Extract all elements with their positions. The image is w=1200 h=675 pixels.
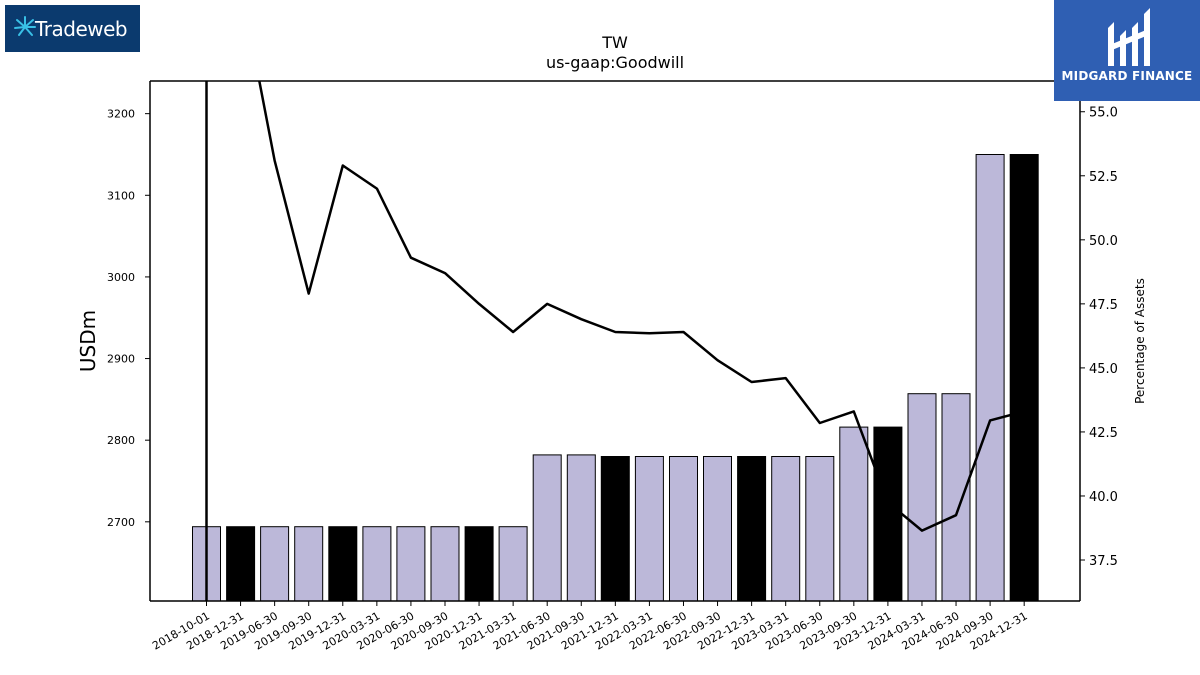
bar-2021-12-31 — [600, 456, 630, 602]
y-tick-label: 2700 — [107, 516, 135, 529]
starburst-icon — [14, 16, 36, 36]
y-tick-label: 2900 — [107, 353, 135, 366]
bar-2024-03-31 — [907, 393, 937, 602]
y2-tick-label: 52.5 — [1089, 170, 1118, 185]
bar-2020-12-31 — [464, 526, 494, 602]
bar-2023-03-31 — [771, 456, 801, 602]
midgard-finance-logo: MIDGARD FINANCE — [1054, 0, 1200, 101]
tradeweb-logo: Tradeweb — [5, 5, 140, 52]
percentage-line — [258, 81, 1025, 532]
y2-tick-label: 45.0 — [1089, 362, 1118, 377]
chart-title: TW — [601, 33, 628, 52]
bar-2021-06-30 — [532, 454, 562, 602]
y-tick-label: 3000 — [107, 271, 135, 284]
bar-2021-03-31 — [498, 526, 528, 602]
bar-2024-06-30 — [941, 393, 971, 602]
tradeweb-logo-text: Tradeweb — [35, 17, 128, 41]
y2-tick-label: 55.0 — [1089, 106, 1118, 121]
bar-2023-12-31 — [873, 426, 903, 602]
y-tick-label: 3200 — [107, 108, 135, 121]
y-tick-label: 3100 — [107, 189, 135, 202]
bar-2019-09-30 — [294, 526, 324, 602]
bar-2022-03-31 — [634, 456, 664, 602]
bar-2020-06-30 — [396, 526, 426, 602]
y-axis-label: USDm — [76, 310, 100, 372]
bar-2023-09-30 — [839, 426, 869, 602]
y2-tick-label: 50.0 — [1089, 234, 1118, 249]
y2-tick-label: 40.0 — [1089, 490, 1118, 505]
y2-tick-label: 47.5 — [1089, 298, 1118, 313]
y2-tick-label: 37.5 — [1089, 554, 1118, 569]
bar-2021-09-30 — [566, 454, 596, 602]
bar-2022-12-31 — [737, 456, 767, 602]
midgard-logo-text: MIDGARD FINANCE — [1061, 69, 1193, 83]
bar-2019-12-31 — [328, 526, 358, 602]
bar-2020-03-31 — [362, 526, 392, 602]
y2-tick-label: 42.5 — [1089, 426, 1118, 441]
y2-axis-label: Percentage of Assets — [1133, 278, 1147, 404]
bar-2020-09-30 — [430, 526, 460, 602]
chart-subtitle: us-gaap:Goodwill — [546, 53, 684, 72]
bar-2018-12-31 — [226, 526, 256, 602]
bar-2022-09-30 — [703, 456, 732, 602]
bar-2023-06-30 — [805, 456, 835, 602]
bar-2022-06-30 — [669, 456, 698, 602]
bar-2024-12-31 — [1009, 154, 1039, 602]
bar-2024-09-30 — [975, 154, 1005, 602]
bar-2019-06-30 — [260, 526, 290, 602]
y-tick-label: 2800 — [107, 434, 135, 447]
midgard-mark-icon — [1108, 8, 1150, 66]
